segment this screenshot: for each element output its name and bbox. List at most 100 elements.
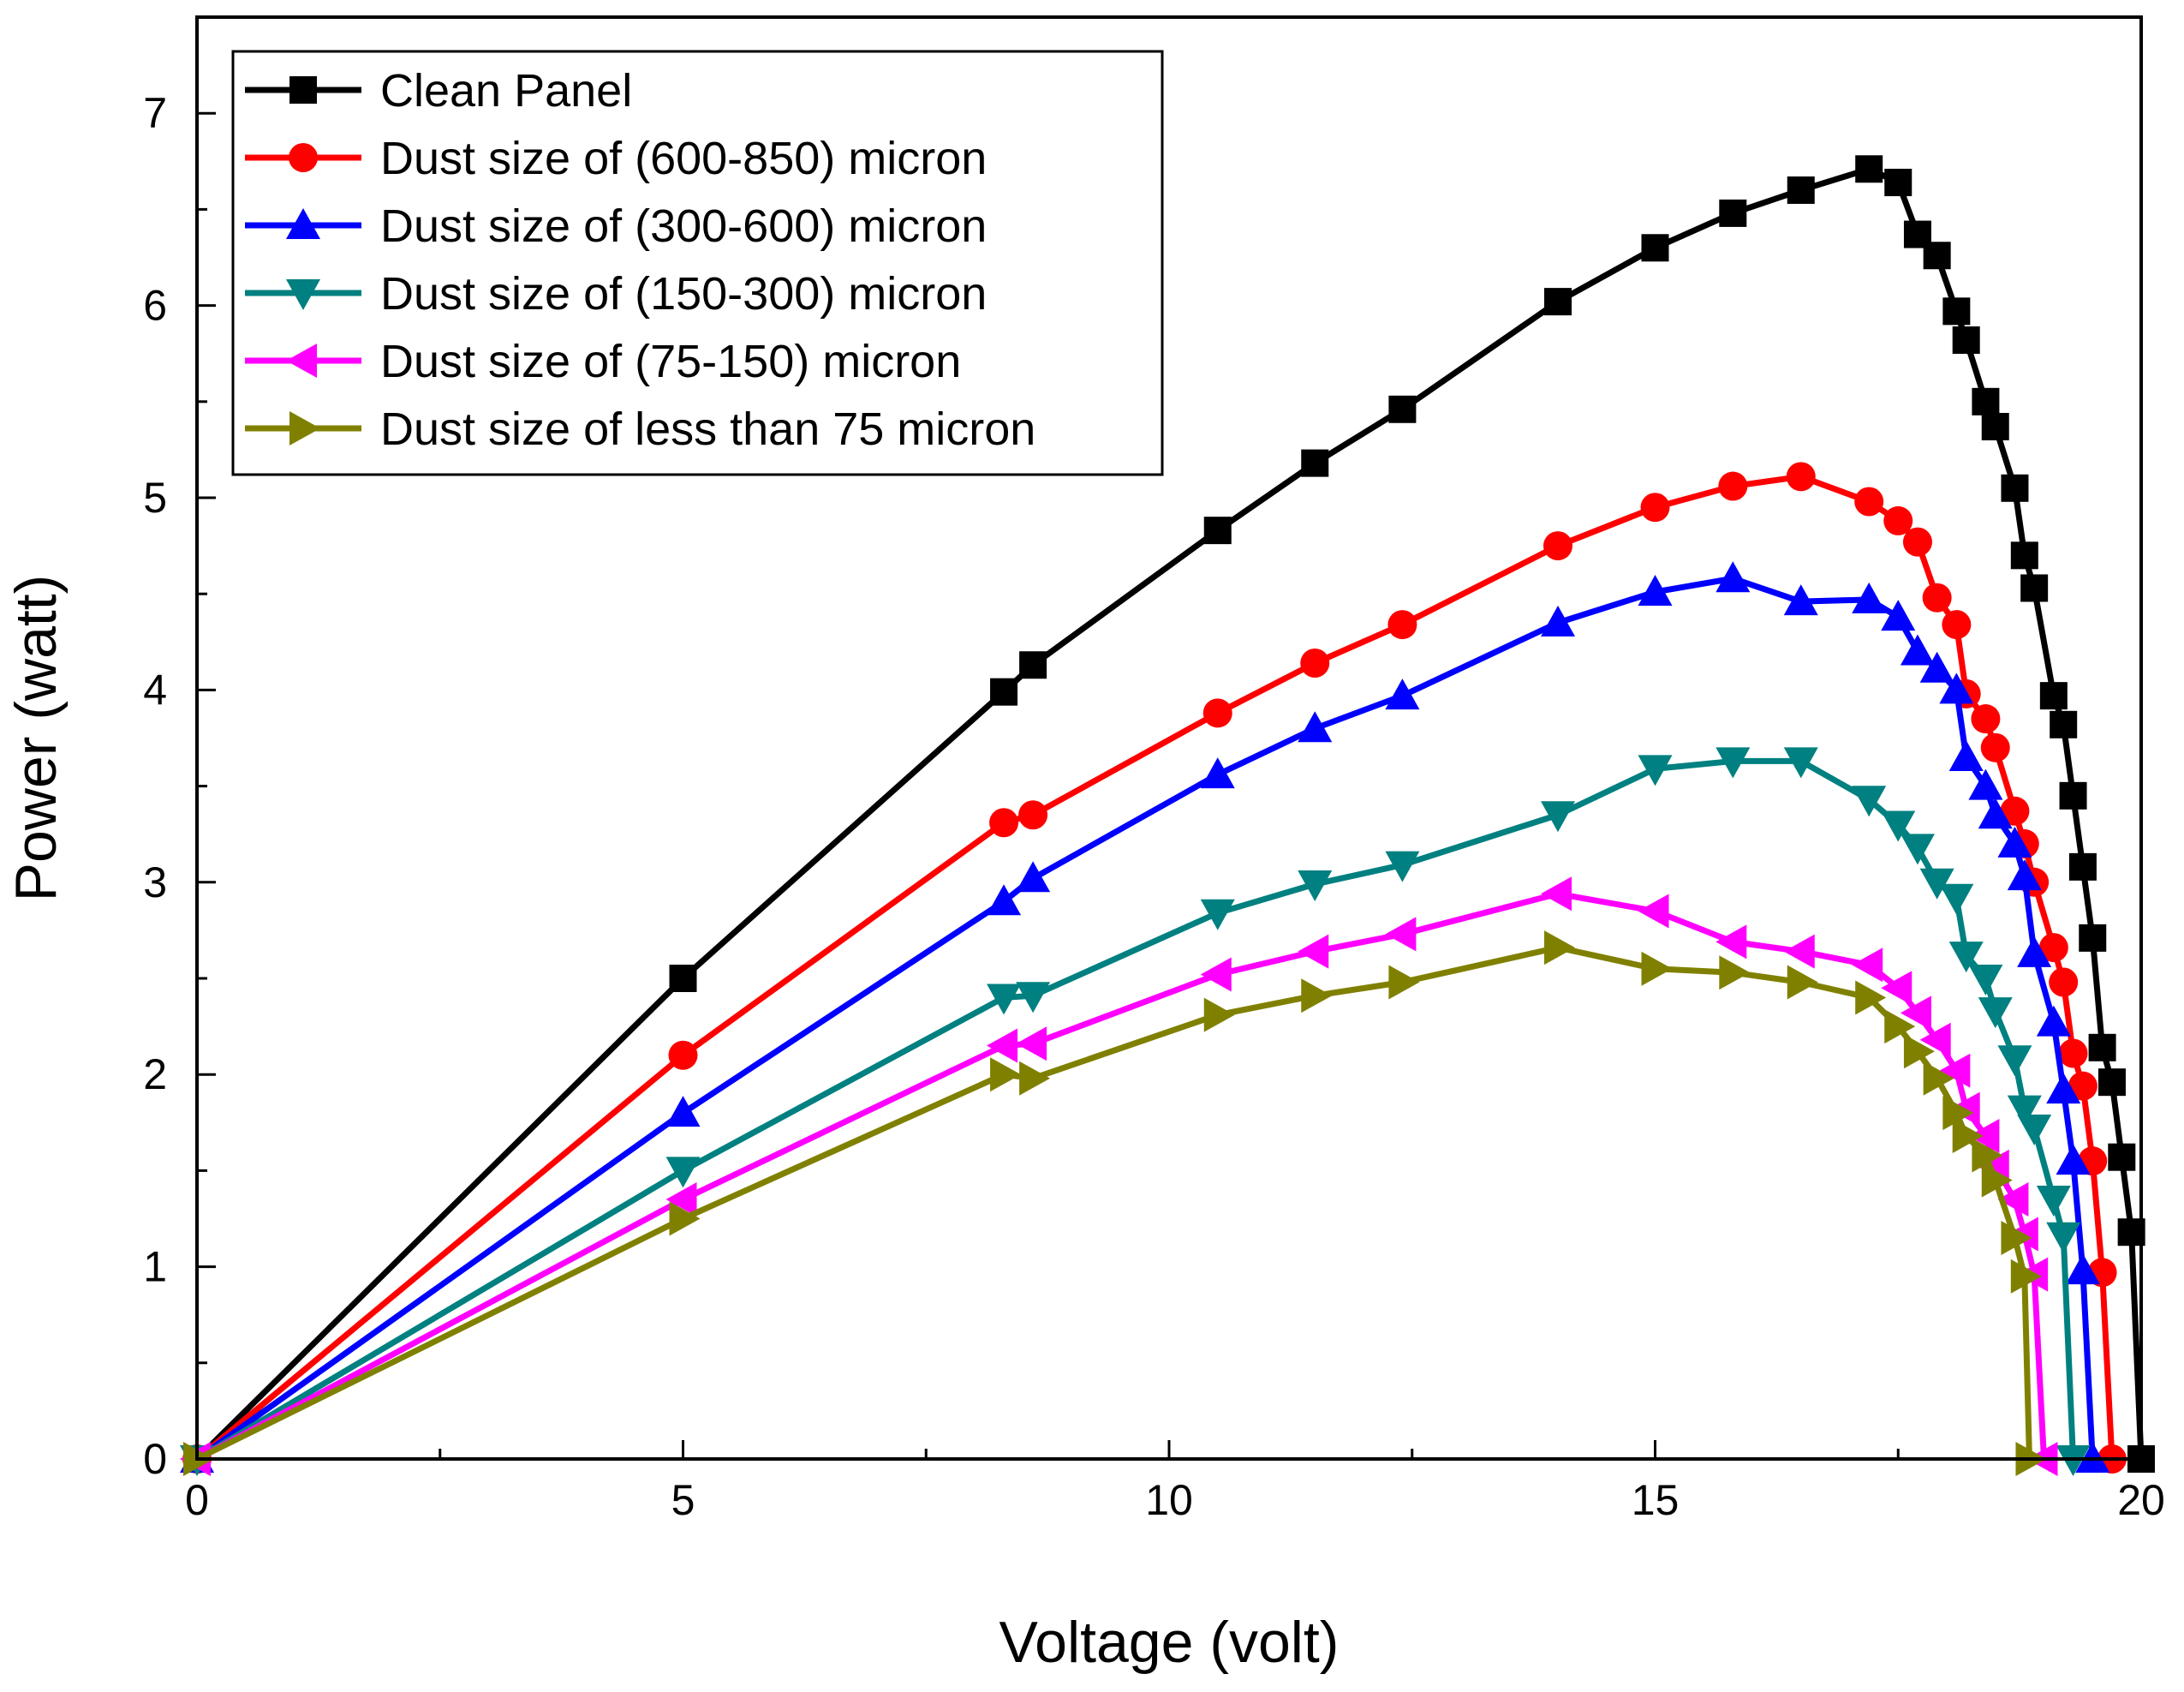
data-point-triangle-left [1968,1119,2000,1154]
data-point-triangle-up [2046,1073,2081,1104]
data-point-triangle-down [1298,870,1333,902]
data-point-square [2039,682,2068,710]
y-tick-label: 2 [143,1050,167,1098]
data-point-triangle-left [1939,1053,1971,1088]
y-tick-label: 6 [143,282,167,330]
data-point-triangle-up [1997,826,2032,858]
data-point-square [2088,1033,2116,1061]
legend-box [231,50,1164,476]
data-point-triangle-down [1385,851,1420,882]
data-point-triangle-down [1968,965,2003,995]
data-point-triangle-down [665,1157,701,1188]
data-point-triangle-up [2056,1144,2091,1175]
data-point-triangle-left [1200,957,1232,992]
data-point-triangle-down [2036,1186,2071,1217]
data-point-triangle-up [1298,711,1333,743]
data-point-triangle-up [2017,936,2052,967]
data-point-circle [2000,796,2030,826]
data-point-triangle-left [665,1182,697,1217]
data-point-triangle-left [987,1028,1018,1063]
legend-item-1: Clean Panel [245,65,632,117]
data-point-triangle-right [1019,1061,1051,1096]
data-point-triangle-right [1301,978,1333,1013]
data-point-triangle-down [1716,747,1751,779]
data-point-triangle-down [1881,810,1916,842]
series-layer [180,155,2155,1476]
data-point-triangle-down [1016,982,1051,1013]
data-point-triangle-left [1852,948,1883,983]
data-point-square [2108,1143,2136,1171]
data-point-square [2010,541,2038,570]
data-point-circle [2068,1071,2097,1101]
data-point-square [1855,155,1883,183]
x-tick-label: 20 [2117,1476,2165,1524]
x-tick-label: 5 [671,1476,695,1524]
data-point-triangle-down [286,279,320,310]
data-point-square [1923,242,1951,270]
data-point-square [2020,574,2049,602]
legend-item-4: Dust size of (150-300) micron [245,268,987,320]
legend: Clean Panel Dust size of (600-850) micron… [231,50,1164,476]
data-point-square [669,965,697,992]
data-point-triangle-up [665,1096,701,1127]
data-point-triangle-right [1942,1096,1974,1131]
data-point-square [2079,924,2107,952]
data-point-triangle-left [1385,917,1417,952]
data-point-triangle-right [1388,965,1420,1000]
data-point-circle [1640,493,1670,523]
data-point-triangle-down [1200,899,1235,930]
series-2 [182,462,2127,1474]
data-point-triangle-up [1948,739,1984,771]
data-point-triangle-down [2007,1095,2042,1127]
y-tick-label: 5 [143,474,167,522]
data-point-triangle-left [1638,894,1669,929]
data-point-circle [1018,800,1048,830]
x-axis-title: Voltage (volt) [1000,1610,1340,1675]
data-point-square [1203,517,1232,545]
x-tick-label: 0 [185,1476,209,1524]
data-point-triangle-up [2065,1253,2100,1285]
data-point-circle [1942,610,1972,640]
data-point-triangle-up [1978,798,2013,829]
data-point-triangle-up [1900,634,1935,666]
data-point-square [2001,474,2029,502]
data-point-circle [2049,967,2079,997]
data-point-square [1019,651,1047,679]
data-point-triangle-up [1919,651,1954,683]
data-point-circle [2058,1038,2088,1068]
data-point-square [2059,781,2087,810]
y-axis-title: Power (watt) [3,575,69,902]
series-3 [180,561,2110,1473]
data-point-triangle-down [1852,786,1887,817]
data-point-triangle-left [286,344,317,378]
data-point-triangle-down [1783,747,1818,779]
data-point-circle [1786,462,1816,492]
data-point-triangle-right [1203,997,1235,1032]
data-point-triangle-down [1997,1045,2032,1077]
data-point-square [2097,1068,2126,1097]
data-point-triangle-right [1952,1119,1984,1154]
data-point-square [2050,710,2078,738]
data-point-triangle-left [1881,971,1912,1006]
data-point-triangle-left [1541,876,1572,912]
data-point-circle [2038,933,2068,963]
data-point-triangle-down [1939,883,1974,915]
data-point-triangle-left [1783,934,1815,969]
data-point-triangle-down [987,984,1022,1015]
data-point-square [1787,176,1815,204]
data-point-circle [1300,648,1330,678]
data-point-triangle-right [2001,1220,2032,1255]
data-point-triangle-left [1997,1182,2029,1217]
data-point-circle [1202,698,1232,728]
data-point-triangle-left [1716,924,1747,960]
data-point-triangle-right [2010,1259,2042,1294]
data-point-square [1942,297,1971,326]
data-point-triangle-up [1016,861,1051,893]
data-point-triangle-right [1923,1061,1954,1096]
series-4 [180,747,2091,1476]
data-point-triangle-up [1968,768,2003,800]
data-point-square [289,76,317,104]
data-point-square [1972,387,2000,416]
data-point-circle [1902,527,1932,557]
data-point-triangle-down [2046,1222,2081,1253]
